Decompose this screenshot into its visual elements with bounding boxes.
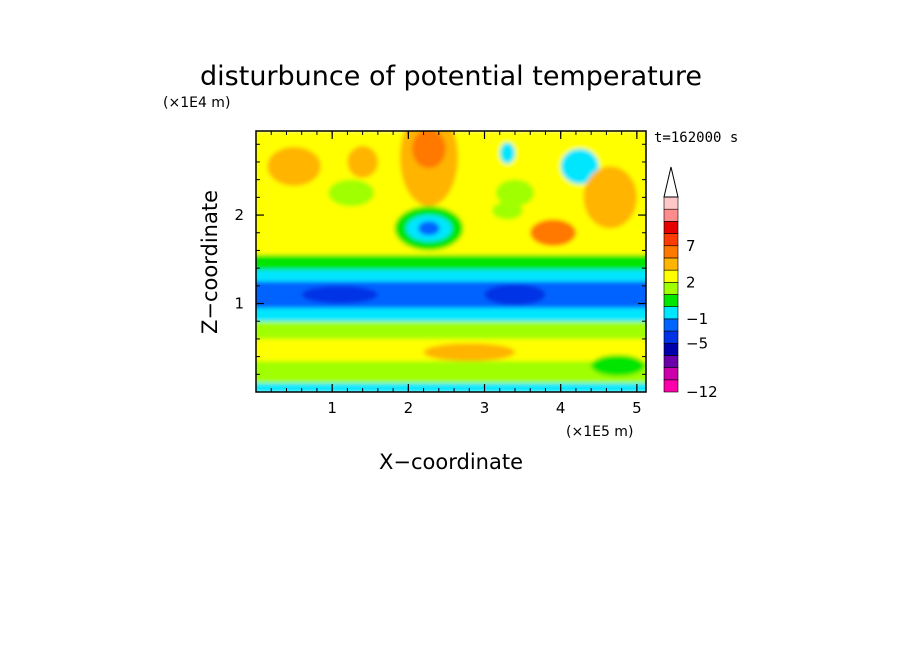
plot-area [256,131,646,392]
heat-feature-17 [591,354,645,377]
colorbar-label-1: −5 [686,334,708,352]
heat-feature-10 [530,219,576,247]
heat-feature-7 [492,201,523,220]
colorbar-swatch-13 [663,221,679,234]
heat-band-4 [256,307,646,322]
colorbar-swatch-12 [663,233,679,247]
heat-feature-11 [583,166,637,229]
colorbar-label-2: −1 [686,310,708,328]
colorbar-swatch-9 [663,269,679,283]
heat-feature-9 [560,148,599,185]
y-axis-ticks: 12 [234,143,646,375]
heat-feature-6 [495,179,535,207]
heat-feature-16 [423,343,515,362]
y-tick-label-0: 1 [234,295,244,313]
heat-feature-14 [301,285,378,304]
x-tick-label-4: 5 [632,399,642,417]
y-axis-label: Z−coordinate [198,190,222,334]
x-tick-label-2: 3 [480,399,490,417]
heat-band-7 [256,254,646,270]
heat-feature-12 [267,146,321,186]
colorbar-swatch-4 [663,330,679,344]
colorbar-swatch-2 [663,355,679,368]
colorbar-swatch-10 [663,257,679,271]
colorbar-label-3: 2 [686,273,696,291]
heat-feature-5 [328,179,375,207]
heatmap-field [256,131,646,392]
colorbar-swatch-14 [663,208,679,222]
x-unit-label: (×1E5 m) [566,424,633,440]
x-axis-label: X−coordinate [379,450,523,474]
colorbar-label-4: 7 [686,237,696,255]
colorbar-swatch-5 [663,318,679,332]
x-tick-label-0: 1 [327,399,337,417]
heat-band-1 [256,361,646,384]
colorbar-swatch-3 [663,342,679,356]
colorbar-swatch-11 [663,245,679,259]
heat-band-6 [256,269,646,282]
y-tick-label-1: 2 [234,206,244,224]
colorbar-swatch-0 [663,379,679,393]
colorbar: −12−5−127 [663,166,718,401]
colorbar-swatch-15 [663,196,679,210]
colorbar-extend-arrow [663,166,679,198]
colorbar-swatch-8 [663,282,679,295]
heat-feature-15 [484,284,546,306]
colorbar-swatch-1 [663,367,679,381]
heat-feature-1 [412,131,446,169]
heat-band-0 [256,383,646,392]
chart-title: disturbunce of potential temperature [200,61,702,92]
colorbar-swatch-7 [663,294,679,307]
plot-frame [255,130,647,393]
colorbar-label-0: −12 [686,383,718,401]
heat-band-3 [256,321,646,339]
heat-feature-4 [418,221,440,236]
heat-feature-8 [499,142,515,164]
heat-feature-13 [347,146,378,178]
colorbar-swatch-6 [663,306,679,320]
y-unit-label: (×1E4 m) [163,95,230,111]
x-axis-ticks: 1 2 3 4 5 [270,131,642,417]
time-label: t=162000 s [654,130,738,146]
x-tick-label-3: 4 [556,399,566,417]
x-tick-label-1: 2 [404,399,414,417]
